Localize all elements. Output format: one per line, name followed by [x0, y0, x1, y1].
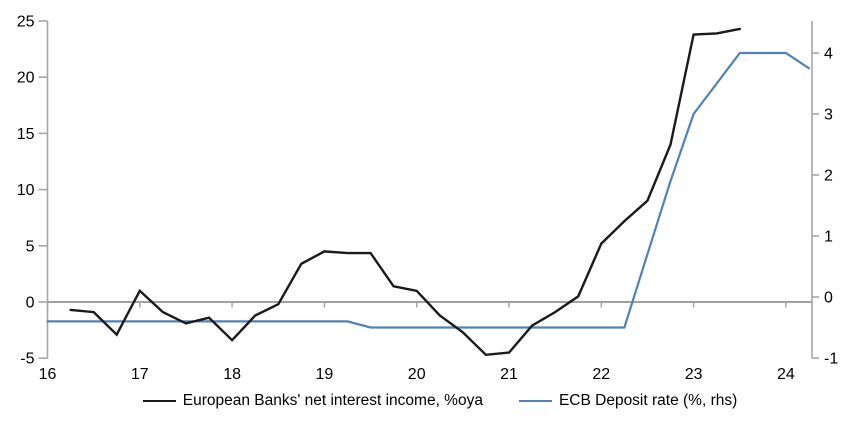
- x-axis-tick-label: 22: [592, 366, 610, 383]
- y-axis-left-tick-label: 25: [17, 14, 35, 31]
- legend-item-net-interest-income: European Banks' net interest income, %oy…: [142, 392, 483, 410]
- black-line-sample-icon: [142, 400, 176, 402]
- y-axis-left-tick-label: -5: [20, 351, 34, 368]
- legend-label-net-interest-income: European Banks' net interest income, %oy…: [182, 392, 483, 409]
- y-axis-right-tick-label: 1: [824, 229, 833, 246]
- x-axis-tick-label: 17: [131, 366, 149, 383]
- y-axis-right-tick-label: 3: [824, 107, 833, 124]
- y-axis-left-tick-label: 15: [17, 126, 35, 143]
- legend-label-ecb-deposit-rate: ECB Deposit rate (%, rhs): [558, 392, 738, 409]
- y-axis-left-tick-label: 5: [26, 238, 35, 255]
- y-axis-right-tick-label: 0: [824, 290, 833, 307]
- series-line-ecb-deposit-rate: [46, 51, 811, 329]
- blue-line-sample-icon: [518, 400, 552, 402]
- x-axis-tick-label: 16: [39, 366, 57, 383]
- x-axis-tick-label: 23: [685, 366, 703, 383]
- legend: European Banks' net interest income, %oy…: [14, 392, 852, 410]
- x-axis-tick-label: 21: [500, 366, 518, 383]
- y-axis-right-tick-label: 4: [824, 46, 833, 63]
- series-line-net-interest-income: [69, 27, 741, 357]
- x-axis-tick-label: 24: [777, 366, 795, 383]
- y-axis-right-tick-label: 2: [824, 168, 833, 185]
- x-axis-tick-label: 20: [408, 366, 426, 383]
- x-axis-tick-label: 18: [223, 366, 241, 383]
- y-axis-right-tick-label: -1: [824, 351, 838, 368]
- y-axis-left-tick-label: 0: [26, 295, 35, 312]
- y-axis-left-tick-label: 10: [17, 182, 35, 199]
- legend-item-ecb-deposit-rate: ECB Deposit rate (%, rhs): [518, 392, 738, 410]
- x-axis-tick-label: 19: [316, 366, 334, 383]
- y-axis-left-tick-label: 20: [17, 70, 35, 87]
